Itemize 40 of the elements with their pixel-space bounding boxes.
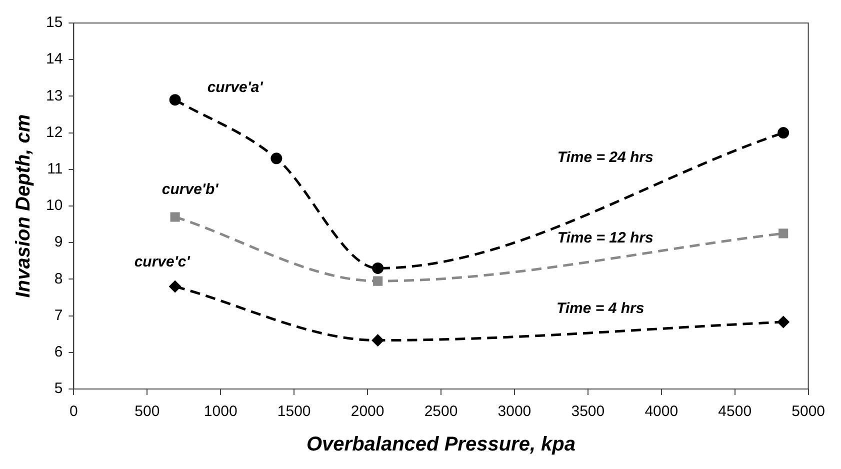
y-tick-label: 10 (46, 197, 63, 214)
annotation: curve'b' (162, 181, 219, 198)
point (169, 280, 181, 292)
x-tick-label: 3000 (498, 403, 532, 420)
y-tick-label: 5 (54, 380, 63, 398)
x-tick-label: 500 (134, 403, 160, 420)
point (373, 276, 383, 286)
y-axis-title: Invasion Depth, cm (12, 114, 35, 298)
x-tick-label: 4000 (644, 403, 678, 420)
x-axis-title: Overbalanced Pressure, kpa (306, 434, 576, 456)
y-tick-label: 13 (46, 87, 63, 104)
point (778, 127, 790, 139)
point (170, 212, 180, 222)
y-tick-label: 6 (54, 344, 63, 361)
annotation: curve'c' (134, 254, 190, 271)
x-tick-label: 1500 (277, 403, 311, 420)
point (169, 94, 181, 106)
y-tick-label: 12 (46, 124, 63, 141)
x-tick-label: 4500 (718, 403, 752, 420)
y-tick-label: 15 (46, 14, 63, 32)
point (372, 334, 384, 346)
point (778, 228, 788, 238)
point (372, 262, 384, 274)
x-tick-label: 2000 (350, 403, 384, 420)
annotation: Time = 24 hrs (557, 148, 654, 166)
y-tick-label: 7 (54, 306, 63, 324)
x-tick-label: 1000 (204, 403, 238, 420)
x-tick-label: 2500 (424, 403, 458, 420)
x-tick-label: 5000 (792, 403, 826, 420)
annotation: curve'a' (207, 79, 264, 96)
y-tick-label: 14 (46, 50, 63, 68)
x-tick-label: 0 (70, 403, 78, 420)
annotation: Time = 12 hrs (557, 230, 654, 247)
point (778, 316, 790, 328)
x-tick-label: 3500 (571, 403, 605, 420)
point (270, 152, 282, 164)
y-tick-label: 8 (54, 270, 63, 288)
annotation: Time = 4 hrs (556, 300, 644, 318)
y-tick-label: 9 (54, 234, 63, 251)
y-tick-label: 11 (47, 160, 63, 178)
